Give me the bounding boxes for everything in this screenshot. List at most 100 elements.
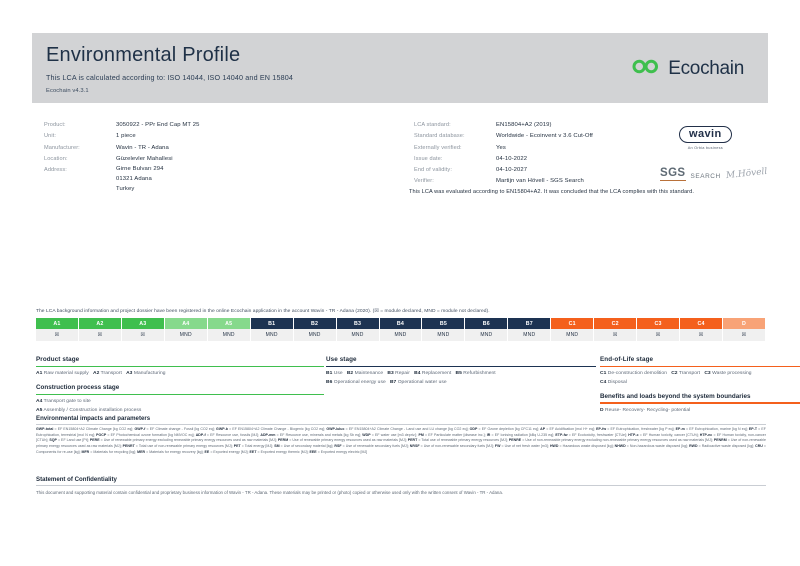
stage-construction-item-a5: A5 Assembly / Construction installation … xyxy=(36,408,142,414)
module-value-a1: ☒ xyxy=(36,328,79,341)
stage-construction-item-a4: A4 Transport gate to site xyxy=(36,399,91,405)
product-metadata: Product: Unit: Manufacturer: Location: A… xyxy=(44,120,768,195)
module-value-b6: MND xyxy=(465,328,509,341)
module-header-b3: B3 xyxy=(336,318,380,329)
stage-end-of-life: End-of-Life stage C1 De-construction dem… xyxy=(600,356,800,416)
module-header-b4: B4 xyxy=(379,318,423,329)
product-info-column: Product: Unit: Manufacturer: Location: A… xyxy=(44,120,344,195)
stage-eol-rule xyxy=(600,365,800,367)
stage-use-rule xyxy=(326,365,596,367)
module-value-d: ☒ xyxy=(723,328,765,341)
module-value-b4: MND xyxy=(379,328,423,341)
stage-eol-title: End-of-Life stage xyxy=(600,356,654,363)
value-issue-date: 04-10-2022 xyxy=(496,155,528,162)
header-subtitle: This LCA is calculated according to: ISO… xyxy=(46,73,294,82)
stage-construction-rule xyxy=(36,393,324,395)
stage-construction-title: Construction process stage xyxy=(36,384,120,392)
label-end-of-validity: End of validity: xyxy=(414,167,452,174)
module-value-b7: MND xyxy=(508,328,552,341)
value-standard-database: Worldwide - Ecoinvent v 3.6 Cut-Off xyxy=(496,133,593,140)
stage-benefits-title: Benefits and loads beyond the system bou… xyxy=(600,392,751,400)
stage-eol-items-line-2: C4 Disposal xyxy=(600,380,627,386)
label-lca-standard: LCA standard: xyxy=(414,122,451,128)
value-externally-verified: Yes xyxy=(496,144,506,151)
lca-info-values: EN15804+A2 (2019) Worldwide - Ecoinvent … xyxy=(496,120,704,195)
value-verifier: Martijn van Hövell - SGS Search xyxy=(496,178,584,185)
sgs-logo: SGS SEARCH M.Hövell xyxy=(660,166,768,182)
module-header-c4: C4 xyxy=(680,318,723,329)
label-standard-database: Standard database: xyxy=(414,133,465,140)
module-header-a4: A4 xyxy=(164,318,208,329)
modules-header-row: A1 A2 A3 A4 A5 B1 B2 B3 B4 B5 B6 B7 C1 C2 C3 C4 D xyxy=(36,318,765,329)
impacts-divider xyxy=(36,423,766,425)
label-verifier: Verifier: xyxy=(414,178,434,185)
wavin-tagline: An Orbia business xyxy=(687,145,723,150)
label-product: Product: xyxy=(44,122,66,128)
app-version-label: Ecochain v4.3.1 xyxy=(46,88,89,94)
module-value-c1: MND xyxy=(551,328,595,341)
stage-benefits-rule xyxy=(600,402,800,404)
impacts-abbreviations: GWP-total = EF EN15804+A2 Climate Change… xyxy=(36,427,767,454)
stage-use-title: Use stage xyxy=(326,356,357,363)
module-header-a1: A1 xyxy=(36,318,79,329)
stage-benefits-item-d: D Reuse- Recovery- Recycling- potential xyxy=(600,408,691,414)
stage-product-items: A1 Raw material supply A2 Transport A3 M… xyxy=(36,371,166,377)
module-value-b5: MND xyxy=(422,328,466,341)
stage-use-items-line-1: B1 Use B2 Maintenance B3 Repair B4 Repla… xyxy=(326,371,496,377)
module-value-a2: ☒ xyxy=(78,328,122,341)
sgs-wordmark: SGS xyxy=(660,167,686,181)
registration-note: The LCA background information and proje… xyxy=(36,309,490,314)
value-manufacturer: Wavin - TR - Adana xyxy=(116,144,169,151)
module-header-a3: A3 xyxy=(121,318,165,329)
environmental-impacts-section: Environmental impacts and parameters GWP… xyxy=(36,415,766,455)
label-manufacturer: Manufacturer: xyxy=(44,144,80,151)
lca-info-labels: LCA standard: Standard database: Externa… xyxy=(414,120,496,195)
value-lca-standard: EN15804+A2 (2019) xyxy=(496,122,552,128)
confidentiality-title: Statement of Confidentiality xyxy=(36,476,117,483)
module-value-b3: MND xyxy=(336,328,380,341)
lca-info-column: LCA standard: Standard database: Externa… xyxy=(414,120,704,195)
module-header-b6: B6 xyxy=(465,318,509,329)
module-header-b5: B5 xyxy=(422,318,466,329)
ecochain-wordmark: Ecochain xyxy=(668,58,744,79)
module-header-a5: A5 xyxy=(207,318,251,329)
ecochain-logo: Ecochain xyxy=(631,33,768,80)
lca-modules-table: A1 A2 A3 A4 A5 B1 B2 B3 B4 B5 B6 B7 C1 C2 C3 C4 D ☒ ☒ ☒ MND… xyxy=(36,318,765,341)
stage-use-items-line-2: B6 Operational energy use B7 Operational… xyxy=(326,380,447,386)
confidentiality-section: Statement of Confidentiality This docume… xyxy=(36,476,766,496)
product-info-values: 3050922 - PPr End Cap MT 25 1 piece Wavi… xyxy=(116,120,344,195)
verifier-signature: M.Hövell xyxy=(725,166,768,182)
module-value-c3: ☒ xyxy=(637,328,681,341)
stage-product-rule xyxy=(36,365,324,367)
module-value-c4: ☒ xyxy=(680,328,723,341)
ecochain-infinity-icon xyxy=(631,59,661,79)
label-address: Address: xyxy=(44,167,67,174)
label-issue-date: Issue date: xyxy=(414,155,443,162)
confidentiality-divider xyxy=(36,484,766,486)
value-address-line-3: Turkey xyxy=(116,185,135,192)
header-text-block: Environmental Profile This LCA is calcul… xyxy=(32,33,293,94)
modules-value-row: ☒ ☒ ☒ MND MND MND MND MND MND MND MND MND MND ☒ ☒ ☒ ☒ xyxy=(36,328,765,341)
module-value-a3: ☒ xyxy=(121,328,165,341)
value-product: 3050922 - PPr End Cap MT 25 xyxy=(116,122,200,128)
module-value-b1: MND xyxy=(250,328,294,341)
module-value-b2: MND xyxy=(293,328,337,341)
stage-product: Product stage A1 Raw material supply A2 … xyxy=(36,356,324,416)
label-unit: Unit: xyxy=(44,133,57,140)
module-value-c2: ☒ xyxy=(594,328,638,341)
sgs-search-label: SEARCH xyxy=(690,173,721,180)
stage-product-title: Product stage xyxy=(36,356,80,363)
module-header-b7: B7 xyxy=(508,318,552,329)
module-header-d: D xyxy=(723,318,765,329)
value-address-line-1: Girne Bulvarı 294 xyxy=(116,166,164,173)
label-location: Location: xyxy=(44,155,68,162)
stage-use: Use stage B1 Use B2 Maintenance B3 Repai… xyxy=(326,356,596,388)
page-title: Environmental Profile xyxy=(46,44,241,66)
verification-statement: This LCA was evaluated according to EN15… xyxy=(409,189,695,195)
module-header-c2: C2 xyxy=(594,318,638,329)
stage-eol-items-line-1: C1 De-construction demolition C2 Transpo… xyxy=(600,371,752,377)
confidentiality-body: This document and supporting material co… xyxy=(36,490,504,496)
wavin-wordmark: wavin xyxy=(679,126,732,143)
value-end-of-validity: 04-10-2027 xyxy=(496,167,528,174)
